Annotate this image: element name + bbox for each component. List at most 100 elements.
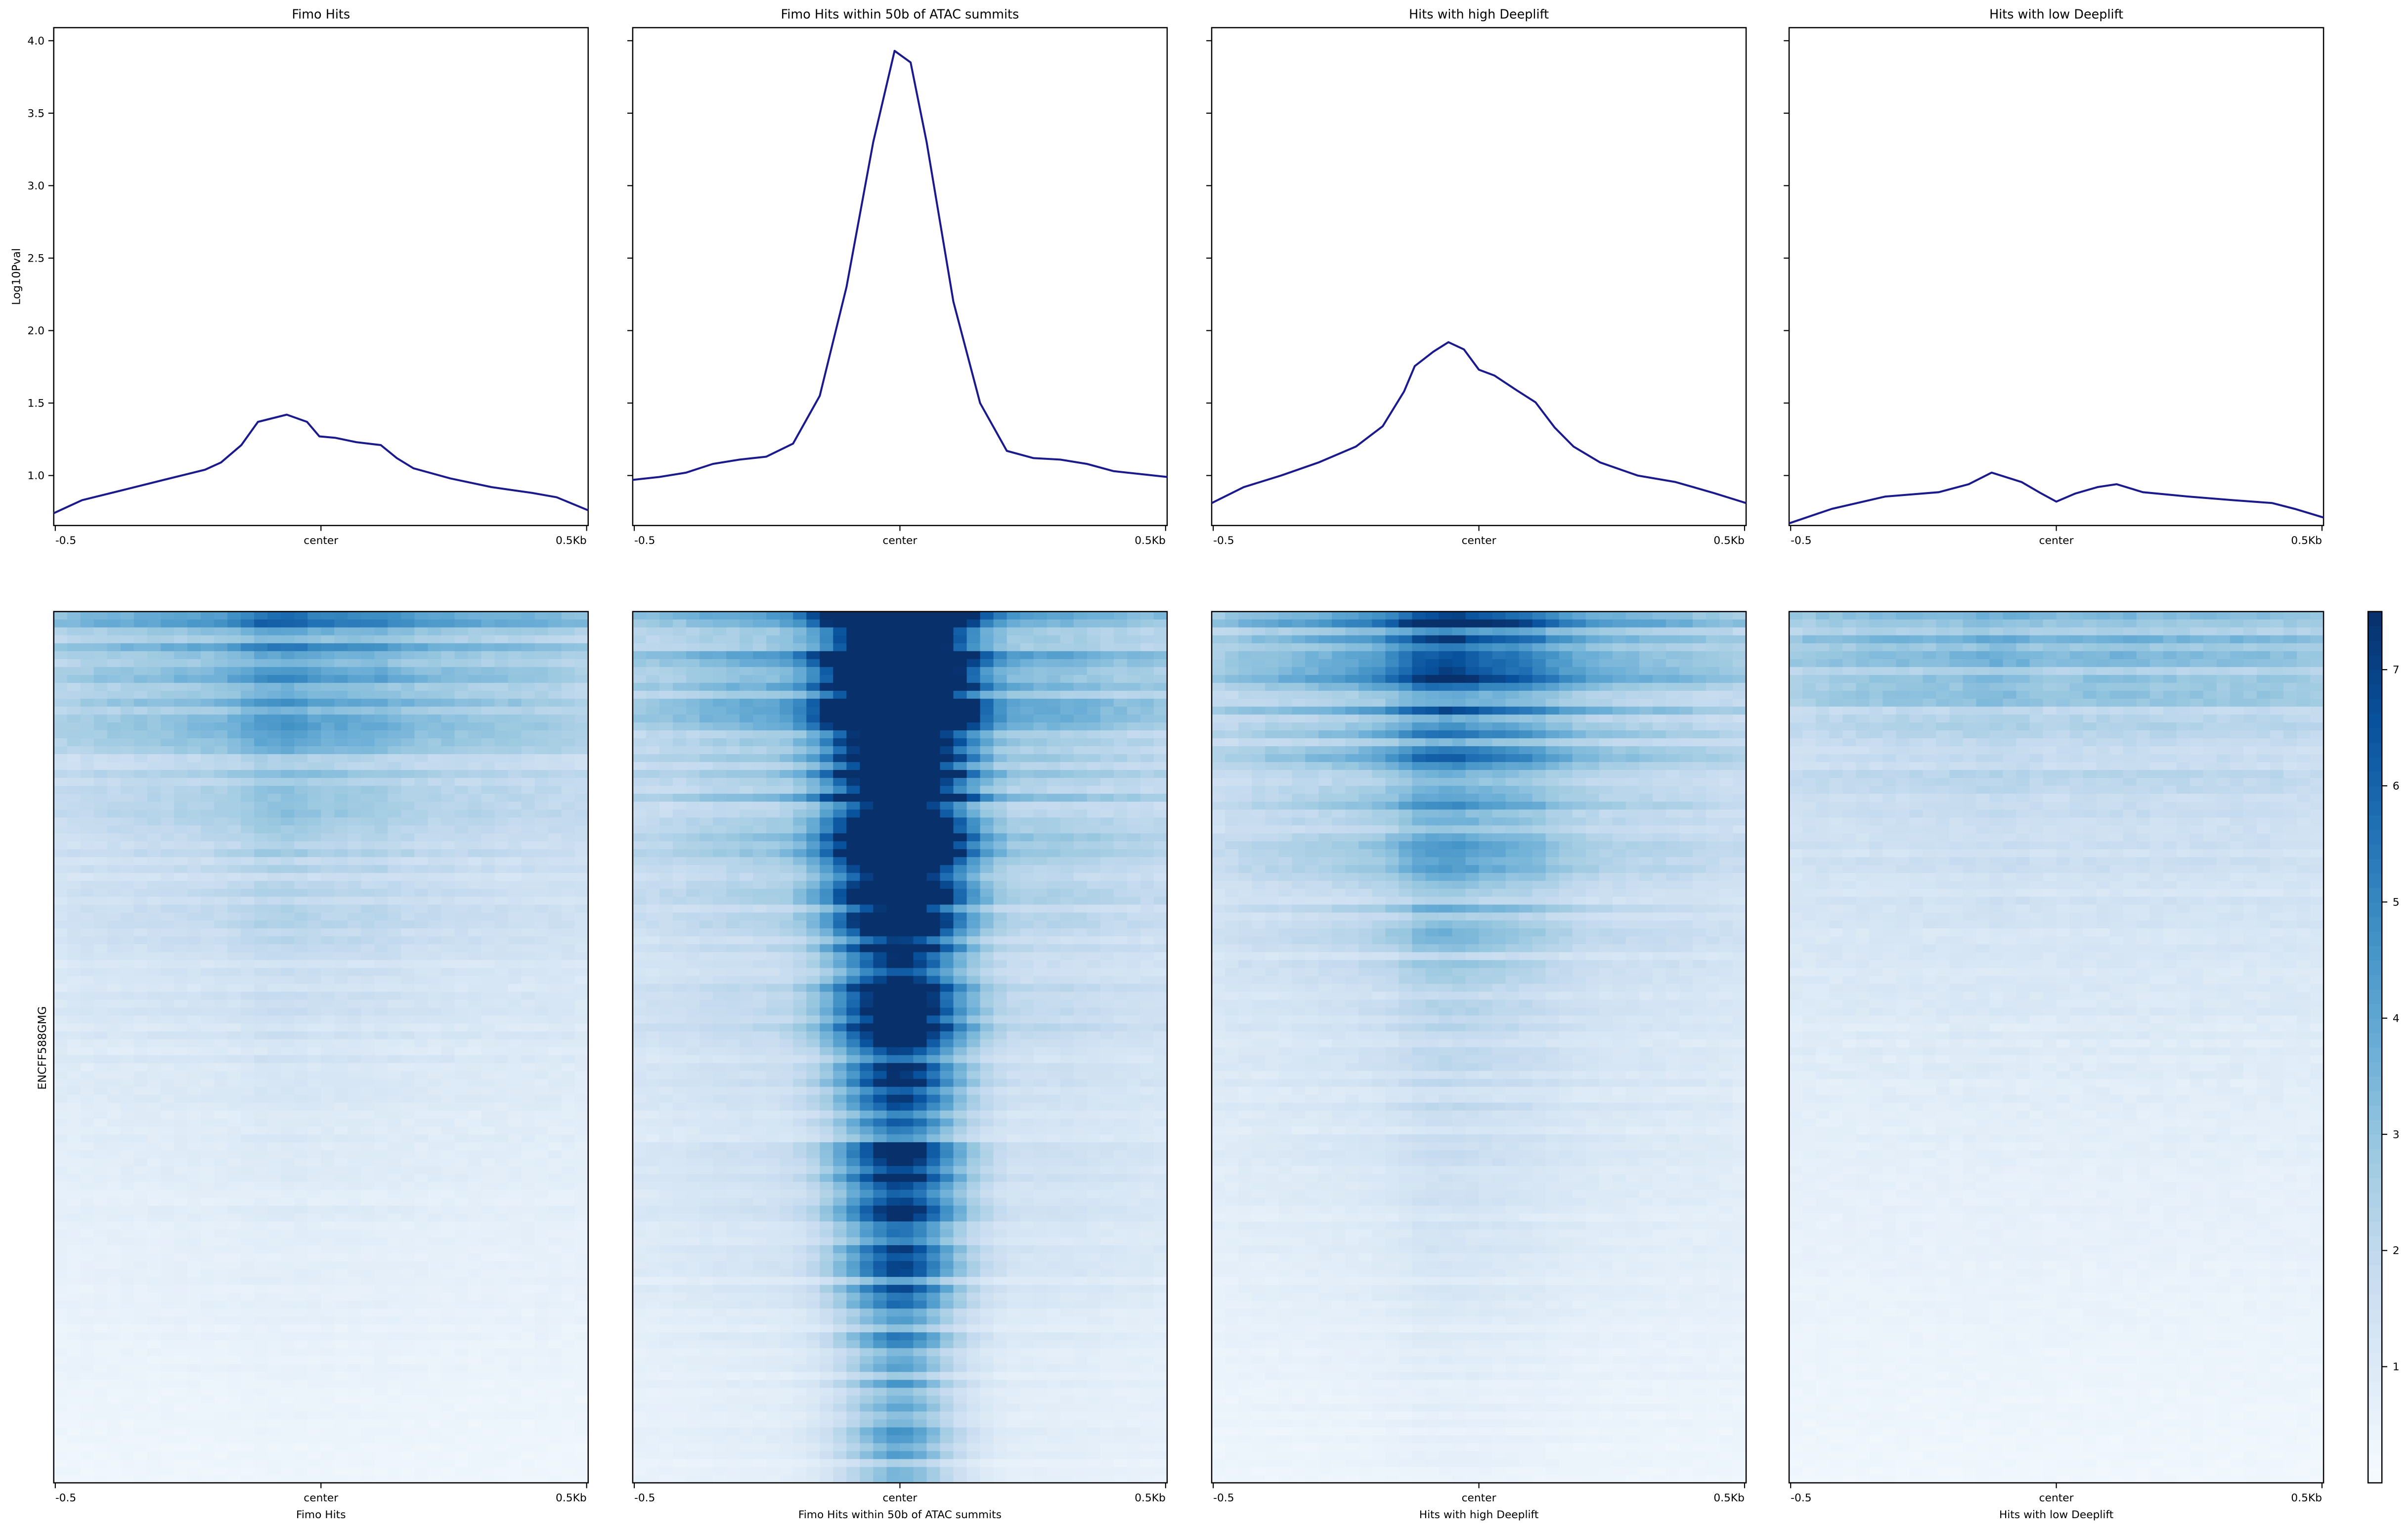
heatmap-cell [80,1142,94,1151]
heatmap-cell [441,1214,455,1222]
heatmap-cell [80,1023,94,1032]
heatmap-cell [307,1181,322,1190]
heatmap-cell [93,682,108,691]
heatmap-cell [307,976,322,985]
heatmap-cell [1060,611,1074,620]
heatmap-cell [534,1039,549,1048]
heatmap-cell [241,770,255,778]
heatmap-cell [374,714,389,723]
heatmap-cell [441,1475,455,1484]
heatmap-cell [468,904,482,913]
heatmap-cell [441,1150,455,1159]
heatmap-cell [454,897,469,905]
heatmap-cell [468,1388,482,1397]
heatmap-cell [227,1293,242,1302]
heatmap-cell [348,1356,362,1365]
heatmap-cell [401,635,415,644]
heatmap-cell [201,849,215,858]
heatmap-cell [67,1015,81,1024]
heatmap-cell [753,659,767,668]
heatmap-cell [548,1134,562,1143]
heatmap-cell [361,810,375,818]
heatmap-cell [481,1443,495,1452]
heatmap-cell [321,690,335,699]
heatmap-cell [726,627,741,636]
heatmap-cell [294,1364,308,1373]
heatmap-cell [107,627,121,636]
heatmap-cell [334,1079,349,1087]
heatmap-cell [294,904,308,913]
heatmap-cell [494,1063,509,1072]
heatmap-cell [174,1277,188,1286]
heatmap-cell [254,667,268,676]
heatmap-cell [374,1356,389,1365]
heatmap-cell [321,1071,335,1080]
heatmap-cell [374,1308,389,1317]
heatmap-cell [428,730,442,739]
heatmap-cell [214,1007,228,1016]
heatmap-cell [388,912,402,921]
heatmap-cell [820,611,834,620]
heatmap-cell [133,690,148,699]
heatmap-cell [548,722,562,731]
heatmap-cell [334,881,349,890]
heatmap-cell [120,619,134,628]
heatmap-cell [574,730,589,739]
heatmap-cell [214,1459,228,1468]
heatmap-cell [227,881,242,890]
heatmap-cell [321,1411,335,1420]
heatmap-cell [201,1293,215,1302]
heatmap-cell [241,1396,255,1404]
heatmap-cell [201,1197,215,1206]
heatmap-cell [561,1173,575,1182]
heatmap-cell [428,1166,442,1174]
heatmap-cell [93,976,108,985]
heatmap-cell [133,849,148,858]
x-tick-label: -0.5 [1791,535,1811,547]
heatmap-cell [454,651,469,660]
heatmap-cell [348,999,362,1008]
heatmap-cell [334,1324,349,1333]
heatmap-cell [1127,651,1141,660]
heatmap-cell [160,1173,175,1182]
heatmap-cell [1087,627,1101,636]
heatmap-cell [93,1071,108,1080]
heatmap-cell [401,1269,415,1278]
heatmap-cell [133,1277,148,1286]
heatmap-cell [414,1308,429,1317]
heatmap-cell [120,1245,134,1254]
heatmap-cell [494,643,509,652]
heatmap-cell [334,1253,349,1262]
heatmap-cell [401,968,415,977]
heatmap-cell [53,1055,68,1064]
heatmap-cell [361,1237,375,1246]
heatmap-cell [993,667,1007,676]
heatmap-cell [548,1237,562,1246]
heatmap-cell [174,1126,188,1135]
heatmap-cell [281,1316,295,1325]
heatmap-cell [428,651,442,660]
heatmap-cell [521,1261,535,1270]
heatmap-cell [348,1086,362,1095]
heatmap-cell [521,920,535,929]
heatmap-cell [174,1039,188,1048]
heatmap-cell [334,1340,349,1349]
heatmap-cell [187,1229,201,1238]
heatmap-cell [227,897,242,905]
heatmap-cell [548,690,562,699]
heatmap-cell [53,1388,68,1397]
heatmap-cell [401,1007,415,1016]
heatmap-cell [294,1285,308,1294]
heatmap-cell [334,635,349,644]
heatmap-cell [160,611,175,620]
heatmap-cell [374,667,389,676]
heatmap-cell [321,1118,335,1127]
heatmap-cell [107,1459,121,1468]
heatmap-cell [574,1475,589,1484]
heatmap-cell [294,1166,308,1174]
heatmap-cell [133,825,148,834]
heatmap-cell [147,881,161,890]
heatmap-cell [1140,643,1154,652]
heatmap-cell [1127,619,1141,628]
heatmap-cell [468,928,482,937]
